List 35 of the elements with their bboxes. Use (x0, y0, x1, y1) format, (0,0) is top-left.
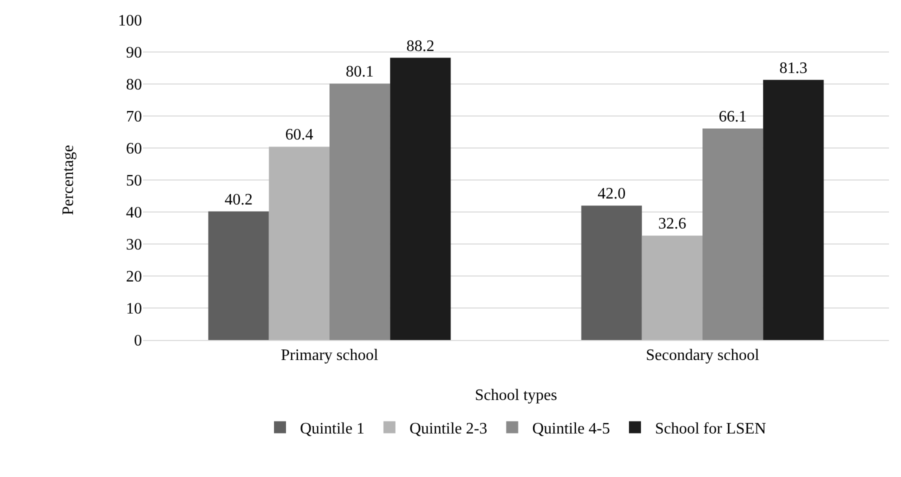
bar (208, 211, 269, 340)
bar (763, 80, 824, 340)
y-tick-label: 60 (126, 140, 142, 158)
bar (702, 128, 764, 340)
legend-label: Quintile 1 (300, 420, 364, 438)
legend-label: School for LSEN (654, 420, 767, 438)
y-axis-title: Percentage (60, 144, 77, 216)
data-label: 81.3 (779, 60, 808, 77)
y-tick-label: 30 (126, 236, 142, 254)
y-tick-label: 90 (126, 44, 142, 62)
y-tick-label: 100 (118, 12, 142, 30)
x-tick-label: Secondary school (646, 347, 760, 364)
y-tick-label: 80 (126, 76, 142, 94)
data-label: 32.6 (658, 216, 686, 233)
data-label: 80.1 (346, 64, 374, 81)
y-tick-label: 20 (126, 268, 142, 286)
data-label: 88.2 (406, 38, 434, 55)
bar (581, 206, 642, 340)
y-tick-label: 40 (126, 204, 142, 222)
data-label: 40.2 (224, 191, 253, 208)
y-tick-label: 10 (126, 300, 142, 318)
y-tick-label: 50 (126, 172, 142, 190)
y-tick-label: 70 (126, 108, 142, 126)
data-label: 60.4 (285, 126, 314, 144)
legend-label: Quintile 4-5 (532, 420, 610, 438)
bar (642, 236, 702, 340)
legend-label: Quintile 2-3 (409, 420, 488, 438)
x-axis-title: School types (474, 386, 558, 404)
x-tick-label: Primary school (280, 347, 379, 364)
data-label: 66.1 (718, 108, 747, 126)
y-tick-label: 0 (134, 332, 142, 350)
bar (390, 58, 451, 340)
data-label: 42.0 (598, 186, 626, 203)
bar (330, 84, 390, 340)
bar (268, 146, 330, 340)
